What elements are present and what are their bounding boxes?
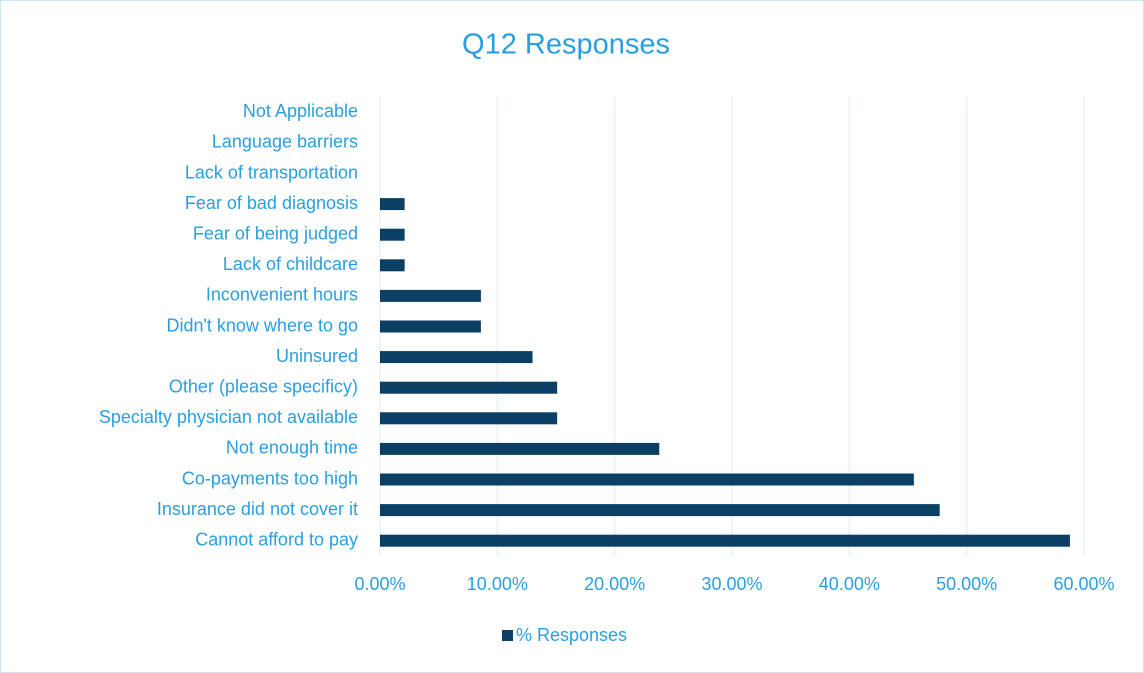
bar <box>380 442 660 455</box>
bar <box>380 198 405 211</box>
bar <box>380 473 914 486</box>
x-tick-label: 40.00% <box>819 574 880 594</box>
y-tick-label: Cannot afford to pay <box>195 529 358 549</box>
y-tick-label: Specialty physician not available <box>99 407 358 427</box>
y-tick-label: Inconvenient hours <box>206 285 358 305</box>
y-tick-label: Lack of childcare <box>223 254 358 274</box>
chart-title: Q12 Responses <box>462 29 670 61</box>
y-tick-label: Lack of transportation <box>185 162 358 182</box>
y-tick-label: Not enough time <box>226 438 358 458</box>
bar <box>380 351 533 364</box>
y-tick-label: Language barriers <box>212 132 358 152</box>
y-tick-label: Not Applicable <box>243 101 358 121</box>
bar <box>380 534 1070 547</box>
bar <box>380 289 481 302</box>
legend-label: % Responses <box>516 625 627 645</box>
x-tick-label: 20.00% <box>584 574 645 594</box>
y-tick-label: Fear of being judged <box>193 223 358 243</box>
y-tick-label: Insurance did not cover it <box>157 499 358 519</box>
bar <box>380 228 405 241</box>
x-tick-label: 10.00% <box>467 574 528 594</box>
bar <box>380 320 481 333</box>
x-tick-label: 50.00% <box>936 574 997 594</box>
legend-swatch <box>502 630 513 641</box>
bar <box>380 381 558 394</box>
y-tick-label: Other (please specificy) <box>169 376 358 396</box>
x-tick-label: 30.00% <box>701 574 762 594</box>
y-tick-label: Co-payments too high <box>182 468 358 488</box>
x-tick-label: 60.00% <box>1053 574 1114 594</box>
y-tick-label: Didn't know where to go <box>166 315 358 335</box>
x-tick-label: 0.00% <box>354 574 405 594</box>
bar <box>380 504 940 517</box>
bar <box>380 259 405 272</box>
bar <box>380 412 558 425</box>
y-tick-label: Fear of bad diagnosis <box>185 193 358 213</box>
y-tick-label: Uninsured <box>276 346 358 366</box>
